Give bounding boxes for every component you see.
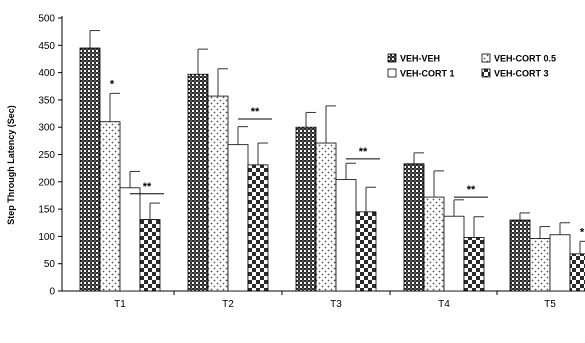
y-tick-label: 250	[38, 150, 55, 161]
bar	[79, 47, 101, 292]
significance-label: **	[359, 146, 368, 158]
legend-label: VEH-VEH	[400, 54, 440, 64]
bar	[119, 187, 141, 292]
bar	[443, 215, 465, 292]
bar	[509, 219, 531, 292]
y-tick-label: 100	[38, 232, 55, 243]
bar	[549, 234, 571, 292]
significance-label: **	[251, 106, 260, 118]
significance-label: **	[143, 181, 152, 193]
bar	[355, 211, 377, 292]
y-tick-label: 300	[38, 123, 55, 134]
legend-swatch	[387, 68, 397, 78]
bar	[335, 179, 357, 292]
y-tick-label: 400	[38, 68, 55, 79]
legend: VEH-VEH VEH-CORT 0.5 VEH-CORT 1 VEH-CORT 3	[387, 53, 556, 79]
x-tick-label: T3	[330, 299, 342, 310]
legend-swatch	[481, 68, 491, 78]
error-bars	[89, 30, 585, 254]
y-tick-label: 450	[38, 41, 55, 52]
significance-markers: **********	[110, 78, 585, 238]
significance-label: *	[110, 78, 115, 90]
bar	[187, 73, 209, 292]
x-tick-label: T5	[544, 299, 556, 310]
y-tick-label: 50	[44, 259, 56, 270]
x-tick-label: T4	[438, 299, 450, 310]
bar	[227, 144, 249, 292]
legend-swatch	[481, 53, 491, 63]
bars	[79, 47, 585, 292]
bar	[463, 237, 485, 292]
legend-label: VEH-CORT 3	[494, 69, 549, 79]
y-tick-label: 150	[38, 205, 55, 216]
bar	[99, 121, 121, 292]
bar	[423, 196, 445, 292]
significance-label: *	[580, 226, 585, 238]
y-tick-label: 350	[38, 95, 55, 106]
y-axis-title: Step Through Latency (Sec)	[6, 105, 16, 225]
bar	[529, 238, 551, 292]
bar	[139, 219, 161, 292]
y-tick-label: 200	[38, 177, 55, 188]
bar	[295, 126, 317, 292]
bar	[403, 163, 425, 292]
legend-label: VEH-CORT 1	[400, 69, 455, 79]
bar	[315, 142, 337, 292]
y-tick-label: 500	[38, 14, 55, 25]
legend-swatch	[387, 53, 397, 63]
legend-label: VEH-CORT 0.5	[494, 54, 556, 64]
bar	[569, 253, 585, 292]
y-tick-label: 0	[49, 287, 55, 298]
bar	[247, 164, 269, 292]
x-tick-label: T2	[222, 299, 234, 310]
x-tick-label: T1	[114, 299, 126, 310]
bar	[207, 95, 229, 292]
significance-label: **	[467, 184, 476, 196]
